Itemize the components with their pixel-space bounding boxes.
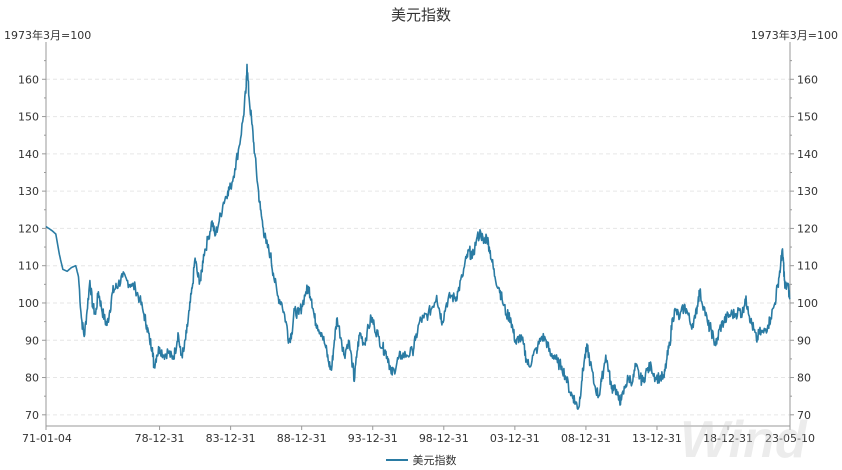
y-tick-label-right: 70: [797, 409, 811, 422]
y-tick-label-right: 120: [797, 222, 818, 235]
x-tick-label: 93-12-31: [348, 432, 398, 445]
grid-lines: [46, 78, 790, 416]
y-tick-label-left: 80: [25, 372, 39, 385]
y-ticks-right: 70 80 90 100 110 120 130 140 150 160: [790, 60, 818, 422]
x-tick-label: 13-12-31: [632, 432, 682, 445]
y-tick-label-right: 90: [797, 334, 811, 347]
y-tick-label-right: 100: [797, 297, 818, 310]
x-tick-label: 03-12-31: [490, 432, 540, 445]
y-tick-label-left: 150: [18, 111, 39, 124]
x-tick-label: 98-12-31: [419, 432, 469, 445]
wind-watermark: Wind: [680, 411, 807, 469]
y-tick-label-left: 70: [25, 409, 39, 422]
legend-swatch: [385, 459, 408, 461]
y-tick-label-right: 140: [797, 148, 818, 161]
legend-label: 美元指数: [412, 454, 457, 467]
x-tick-label: 08-12-31: [561, 432, 611, 445]
y-tick-label-right: 130: [797, 185, 818, 198]
x-ticks: 71-01-04 78-12-31 83-12-31 88-12-31 93-12-31…: [22, 426, 815, 445]
y-tick-label-right: 160: [797, 73, 818, 86]
y-tick-label-left: 110: [18, 260, 39, 273]
y-unit-right: 1973年3月=100: [750, 29, 838, 42]
x-tick-label: 18-12-31: [703, 432, 753, 445]
y-tick-label-left: 160: [18, 73, 39, 86]
x-tick-label: 78-12-31: [135, 432, 185, 445]
y-tick-label-left: 140: [18, 148, 39, 161]
x-tick-label: 71-01-04: [22, 432, 72, 445]
series-line-usd-index: [45, 63, 791, 410]
y-tick-label-right: 80: [797, 372, 811, 385]
x-tick-label: 88-12-31: [277, 432, 327, 445]
y-tick-label-right: 150: [797, 111, 818, 124]
y-tick-label-left: 120: [18, 222, 39, 235]
x-tick-label: 83-12-31: [206, 432, 256, 445]
legend[interactable]: 美元指数: [0, 452, 842, 468]
y-tick-label-left: 130: [18, 185, 39, 198]
chart-title: 美元指数: [390, 6, 451, 24]
axes: [45, 42, 791, 427]
series-layer: [45, 63, 791, 410]
y-tick-label-right: 110: [797, 260, 818, 273]
y-unit-left: 1973年3月=100: [4, 29, 92, 42]
y-tick-label-left: 100: [18, 297, 39, 310]
x-tick-label: 23-05-10: [765, 432, 815, 445]
y-ticks-left: 70 80 90 100 110 120 130 140 150 160: [18, 60, 46, 422]
y-tick-label-left: 90: [25, 334, 39, 347]
